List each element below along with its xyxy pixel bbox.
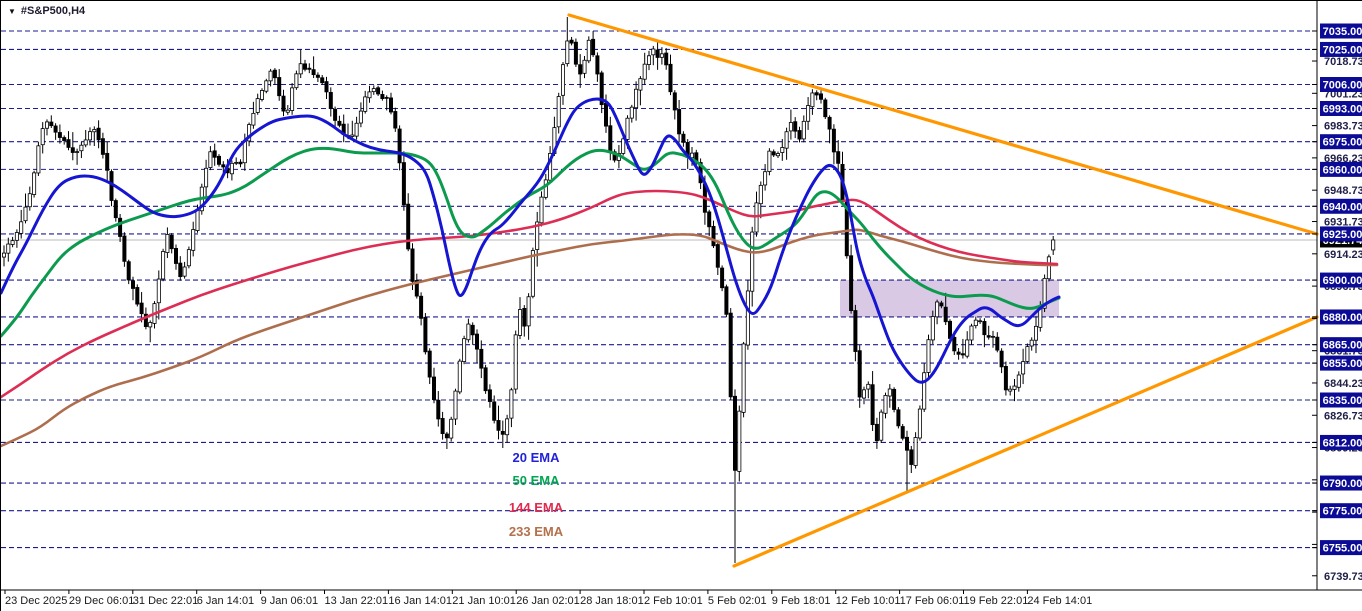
time-axis-label: 24 Feb 14:01 [1027,595,1092,607]
price-level-label: 6775.00 [1323,506,1362,518]
time-axis-label: 6 Jan 14:01 [197,595,255,607]
price-level-label: 6865.00 [1323,340,1362,352]
price-level-label: 6900.00 [1323,275,1362,287]
price-level-label: 7025.00 [1323,44,1362,56]
price-level-label: 6855.00 [1323,358,1362,370]
price-level-label: 7006.00 [1323,80,1362,92]
axis-frame [1,1,1362,591]
time-axis-label: 5 Feb 02:01 [708,595,767,607]
time-axis-label: 13 Jan 22:01 [325,595,389,607]
time-axis-label: 31 Dec 22:01 [133,595,198,607]
dropdown-arrow-icon[interactable]: ▼ [8,6,16,16]
trendlines [567,13,1319,568]
ema-50-line [1,146,1061,338]
price-level-label: 6940.00 [1323,201,1362,213]
time-axis-label: 23 Dec 2025 [5,595,67,607]
ema-233-line [1,228,1059,448]
price-tick-label: 6931.73 [1324,217,1362,229]
price-level-label: 6755.00 [1323,543,1362,555]
time-axis-label: 12 Feb 10:01 [836,595,901,607]
price-level-label: 6960.00 [1323,164,1362,176]
time-axis-label: 19 Feb 22:01 [964,595,1029,607]
legend-item-144ema: 144 EMA [508,500,564,515]
ema-144-line [1,189,1059,399]
symbol-timeframe-dropdown[interactable]: ▼ #S&P500,H4 [8,5,85,17]
price-level-label: 6880.00 [1323,312,1362,324]
symbol-timeframe-label: #S&P500,H4 [20,5,86,17]
legend-item-233ema: 233 EMA [508,524,564,539]
time-axis-label: 21 Jan 10:01 [452,595,516,607]
time-axis-label: 17 Feb 06:01 [900,595,965,607]
descending-resistance-trendline [567,13,1319,236]
level-lines [1,30,1317,549]
price-level-label: 6993.00 [1323,103,1362,115]
price-level-label: 6812.00 [1323,437,1362,449]
legend-item-50ema: 50 EMA [512,473,560,488]
ema-legend: 20 EMA 50 EMA 144 EMA 233 EMA [479,450,593,547]
ascending-support-trendline [732,315,1319,568]
time-axis-label: 2 Feb 10:01 [644,595,703,607]
time-axis-label: 9 Jan 06:01 [261,595,319,607]
price-level-label: 7035.00 [1323,26,1362,38]
price-tick-label: 6844.23 [1324,378,1362,390]
price-level-labels: 7035.00 7025.00 7006.00 6993.00 6975.00 6960.… [1312,23,1362,556]
supply-zone-rect [840,280,1059,317]
time-axis-label: 29 Dec 06:01 [69,595,134,607]
ema-20-line [1,97,1061,384]
time-axis-label: 26 Jan 02:01 [516,595,580,607]
time-axis-label: 9 Feb 18:01 [772,595,831,607]
price-tick-label: 6914.23 [1324,249,1362,261]
price-tick-label: 6826.73 [1324,410,1362,422]
price-tick-label: 6739.73 [1324,571,1362,583]
price-level-label: 6925.00 [1323,229,1362,241]
legend-item-20ema: 20 EMA [512,450,560,465]
price-level-label: 6835.00 [1323,395,1362,407]
price-tick-label: 6983.73 [1324,121,1362,133]
price-tick-label: 6948.73 [1324,185,1362,197]
time-axis-label: 28 Jan 18:01 [580,595,644,607]
time-axis-label: 16 Jan 14:01 [388,595,452,607]
price-level-label: 6975.00 [1323,137,1362,149]
price-level-label: 6790.00 [1323,478,1362,490]
price-tick-label: 7018.73 [1324,56,1362,68]
